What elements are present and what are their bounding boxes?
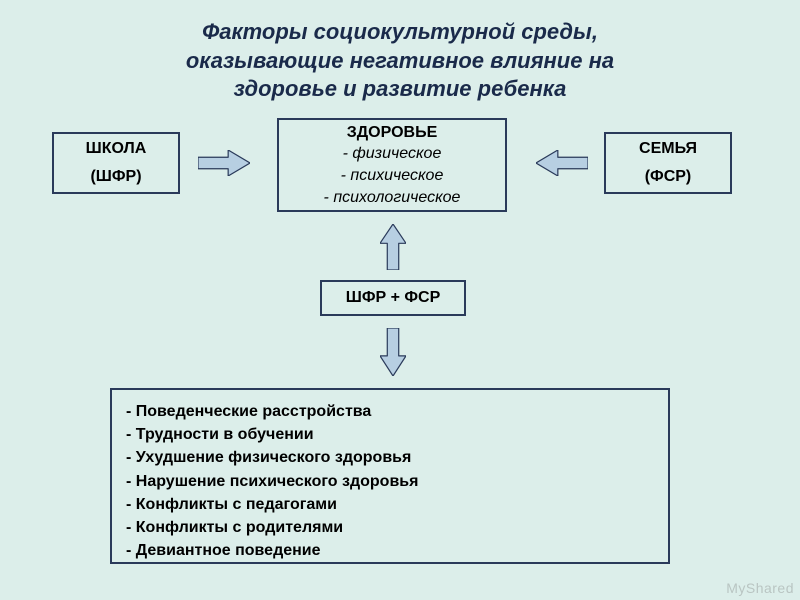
box-school-sub: (ШФР) bbox=[54, 166, 178, 188]
box-school: ШКОЛА (ШФР) bbox=[52, 132, 180, 194]
diagram-title: Факторы социокультурной среды, оказывающ… bbox=[0, 0, 800, 104]
box-health-item: - психическое bbox=[279, 165, 505, 187]
box-school-label: ШКОЛА bbox=[54, 138, 178, 160]
box-health-item: - физическое bbox=[279, 143, 505, 165]
box-family-label: СЕМЬЯ bbox=[606, 138, 730, 160]
box-health-item: - психологическое bbox=[279, 187, 505, 209]
family-to-health-arrow bbox=[536, 150, 588, 176]
box-health-label: ЗДОРОВЬЕ bbox=[279, 122, 505, 144]
title-line: оказывающие негативное влияние на bbox=[60, 47, 740, 76]
outcome-item: - Поведенческие расстройства bbox=[126, 400, 654, 423]
box-middle: ШФР + ФСР bbox=[320, 280, 466, 316]
school-to-health-arrow bbox=[198, 150, 250, 176]
outcome-item: - Ухудшение физического здоровья bbox=[126, 446, 654, 469]
title-line: здоровье и развитие ребенка bbox=[60, 75, 740, 104]
outcome-item: - Конфликты с родителями bbox=[126, 516, 654, 539]
box-health: ЗДОРОВЬЕ - физическое - психическое - пс… bbox=[277, 118, 507, 212]
title-line: Факторы социокультурной среды, bbox=[60, 18, 740, 47]
outcome-item: - Конфликты с педагогами bbox=[126, 493, 654, 516]
box-outcomes: - Поведенческие расстройства - Трудности… bbox=[110, 388, 670, 564]
middle-to-outcomes-arrow bbox=[380, 328, 406, 376]
outcome-item: - Трудности в обучении bbox=[126, 423, 654, 446]
outcome-item: - Девиантное поведение bbox=[126, 539, 654, 562]
middle-to-health-arrow bbox=[380, 224, 406, 270]
box-family: СЕМЬЯ (ФСР) bbox=[604, 132, 732, 194]
box-family-sub: (ФСР) bbox=[606, 166, 730, 188]
box-middle-label: ШФР + ФСР bbox=[322, 287, 464, 309]
outcome-item: - Нарушение психического здоровья bbox=[126, 470, 654, 493]
watermark: MyShared bbox=[726, 580, 794, 596]
